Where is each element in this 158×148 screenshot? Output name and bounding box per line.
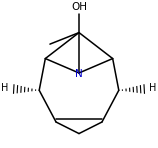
Text: H: H	[149, 83, 157, 93]
Text: OH: OH	[71, 2, 87, 12]
Text: N: N	[75, 69, 83, 79]
Text: H: H	[1, 83, 9, 93]
